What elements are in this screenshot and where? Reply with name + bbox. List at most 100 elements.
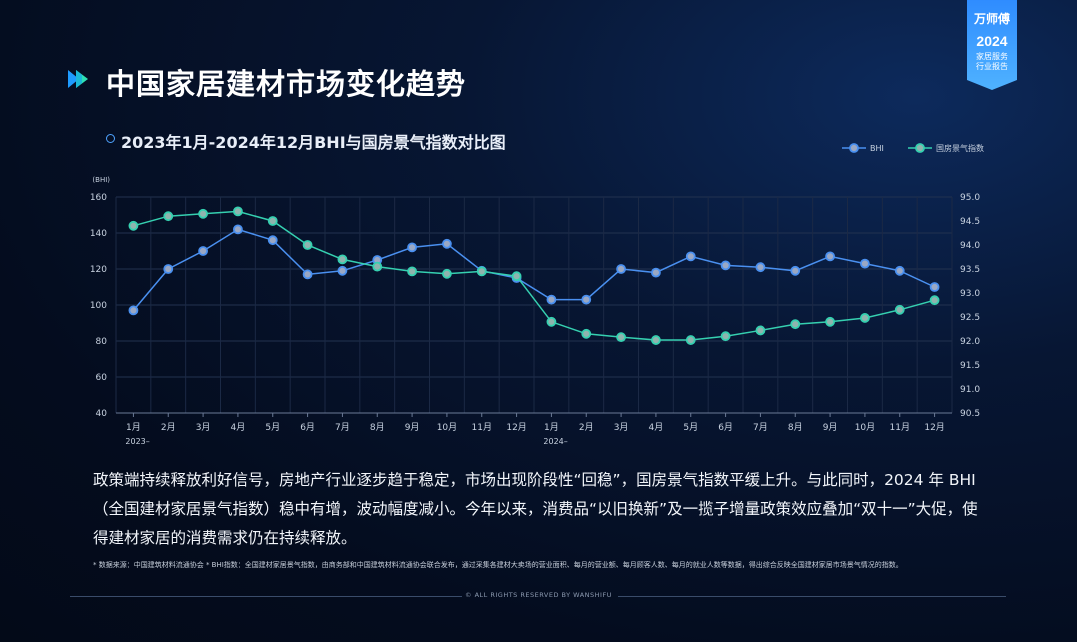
data-point-index [581,328,592,339]
data-point-bhi [685,251,696,262]
data-point-bhi [198,246,208,256]
x-tick-label: 4月 [649,422,664,433]
x-tick-label: 1月 [544,422,559,433]
y-right-tick-label: 91.5 [960,361,980,371]
x-tick-label: 7月 [753,422,768,433]
x-tick-label: 2月 [579,422,594,433]
x-tick-label: 8月 [370,422,385,433]
data-point-index [198,208,208,219]
x-tick-label: 3月 [614,422,629,433]
data-point-index [302,240,313,250]
x-tick-label: 5月 [265,422,280,433]
x-tick-label: 6月 [300,422,315,433]
series-line-index [133,210,935,341]
y-right-tick-label: 92.0 [960,337,980,347]
y-left-tick-label: 60 [96,373,108,383]
data-point-bhi [616,264,626,274]
badge-brand: 万师傅 [973,12,1010,26]
y-right-tick-label: 91.0 [960,385,980,395]
y-left-tick-label: 40 [96,409,108,419]
data-point-index [860,313,870,323]
data-point-index [476,266,487,277]
x-tick-label: 6月 [718,422,733,433]
x-tick-label: 7月 [335,422,350,433]
copyright: © ALL RIGHTS RESERVED BY WANSHIFU [465,591,612,599]
y-right-tick-label: 92.5 [960,313,980,323]
y-right-tick-label: 93.5 [960,265,980,275]
x-tick-label: 11月 [890,422,910,433]
data-point-index [894,304,905,315]
y-right-tick-label: 90.5 [960,409,980,419]
data-point-index [720,331,731,342]
badge-line2: 行业报告 [976,62,1008,71]
data-point-bhi [860,258,870,269]
chart-subtitle: 2023年1月-2024年12月BHI与国房景气指数对比图 [106,129,506,153]
y-right-tick-label: 94.5 [960,217,980,227]
y-left-tick-label: 80 [96,337,108,347]
x-tick-label: 10月 [855,422,875,433]
data-point-bhi [337,265,348,276]
play-icon [68,70,88,88]
x-tick-label: 5月 [683,422,698,433]
y-left-tick-label: 100 [90,301,107,311]
footer-divider-right [618,596,1006,597]
data-point-index [337,254,348,265]
x-tick-label: 9月 [823,422,838,433]
data-point-index [163,211,174,222]
data-point-bhi [267,235,278,246]
data-point-index [233,206,243,217]
y-right-tick-label: 93.0 [960,289,980,299]
x-tick-label: 1月 [126,422,141,433]
data-point-bhi [128,305,139,316]
data-point-index [616,332,626,343]
bullet-circle-icon [106,134,115,143]
badge-year: 2024 [976,33,1008,49]
x-tick-label: 10月 [437,422,457,433]
data-point-index [651,335,661,345]
data-point-bhi [929,282,940,292]
data-point-index [372,261,383,272]
data-point-index [546,316,557,327]
y-left-tick-label: 160 [90,193,107,203]
legend-marker [915,143,925,153]
data-point-bhi [163,264,174,274]
x-tick-label: 12月 [924,422,944,433]
data-point-bhi [651,267,661,278]
data-point-index [790,319,801,330]
data-point-bhi [825,251,835,262]
data-point-index [685,335,696,345]
y-left-tick-label: 140 [90,229,107,239]
x-tick-label: 3月 [196,422,211,433]
data-point-bhi [233,224,243,235]
x-tick-label: 2月 [161,422,176,433]
legend-label: BHI [870,144,884,153]
y-left-unit: (BHI) [92,176,110,184]
y-left-tick-label: 120 [90,265,107,275]
data-point-index [407,266,417,277]
data-point-index [128,220,139,231]
year-label: 2024– [543,437,567,446]
x-tick-label: 8月 [788,422,803,433]
data-point-bhi [755,262,766,273]
data-source-note: * 数据来源：中国建筑材料流通协会 * BHI指数：全国建材家居景气指数，由商务… [93,561,903,569]
y-right-tick-label: 94.0 [960,241,980,251]
series-line-bhi [132,228,935,311]
y-right-tick-label: 95.0 [960,193,980,203]
data-point-bhi [720,260,731,271]
page-title: 中国家居建材市场变化趋势 [106,67,467,101]
brand-badge [967,0,1017,90]
badge-line1: 家居服务 [976,52,1008,61]
data-point-bhi [442,238,452,249]
year-label: 2023– [125,437,149,446]
data-point-bhi [894,265,905,276]
chart-subtitle-text: 2023年1月-2024年12月BHI与国房景气指数对比图 [121,133,506,152]
legend-marker [849,143,859,153]
x-tick-label: 9月 [405,422,420,433]
data-point-index [825,316,835,327]
data-point-index [929,295,940,306]
data-point-bhi [407,242,417,253]
legend-label: 国房景气指数 [936,143,984,153]
body-paragraph: 政策端持续释放利好信号，房地产行业逐步趋于稳定，市场出现阶段性“回稳”，国房景气… [93,471,978,547]
data-point-index [442,268,452,279]
x-tick-label: 4月 [231,422,246,433]
